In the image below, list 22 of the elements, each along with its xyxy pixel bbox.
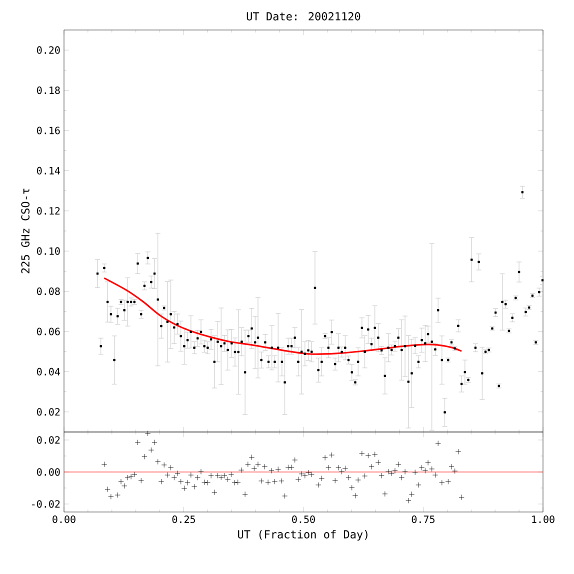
y-tick-label: -0.02 [32,500,60,508]
y-tick-label: 0.12 [37,207,60,215]
x-tick-label: 0.00 [52,516,76,524]
line-series [103,277,462,355]
y-tick-label: 0.08 [37,288,60,296]
y-axis-title: 225 GHz CSO-τ [21,188,30,274]
x-tick-label: 1.00 [532,516,554,524]
x-tick-label: 0.25 [172,516,195,524]
y-tick-label: 0.00 [37,468,60,476]
y-tick-label: 0.04 [37,368,60,376]
y-tick-label: 0.06 [37,328,60,336]
y-tick-label: 0.10 [37,247,60,255]
y-tick-label: 0.02 [37,436,60,444]
y-tick-label: 0.02 [37,408,60,416]
x-tick-label: 0.50 [292,516,315,524]
y-tick-label: 0.20 [37,46,60,54]
x-axis-title: UT (Fraction of Day) [238,530,368,541]
chart-title: UT Date: 20021120 [246,12,360,20]
x-tick-label: 0.75 [412,516,434,524]
y-tick-label: 0.14 [37,166,60,174]
y-tick-label: 0.16 [37,126,60,134]
y-tick-label: 0.18 [37,86,60,94]
